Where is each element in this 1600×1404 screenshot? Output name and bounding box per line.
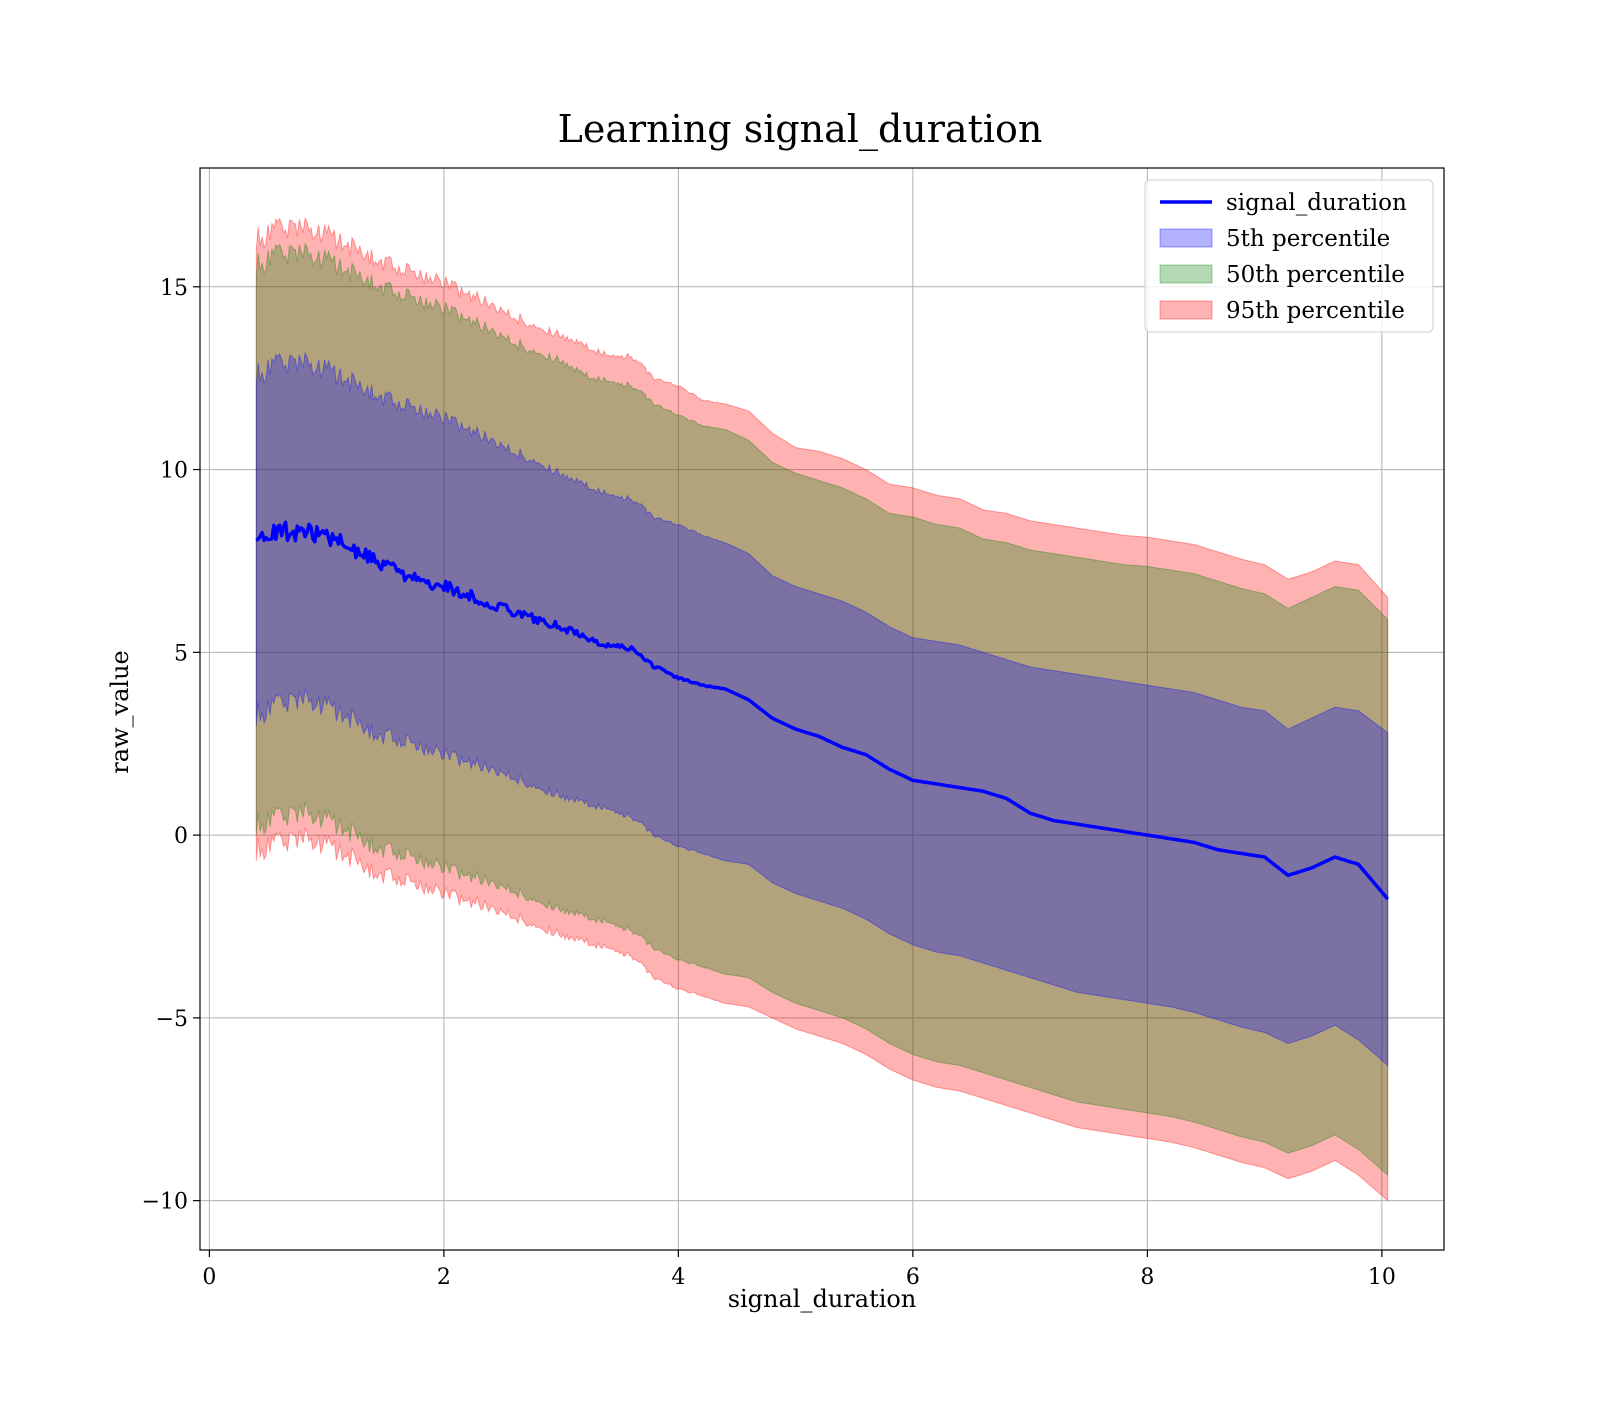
grid-layer [200, 168, 1444, 1250]
y-tick-label-1: −5 [156, 1007, 188, 1032]
band-50th-percentile [255, 242, 1389, 1177]
legend: signal_duration 5th percentile 50th percen… [1144, 179, 1434, 333]
legend-items: signal_duration 5th percentile 50th percen… [1159, 190, 1407, 324]
x-axis-label: signal_duration [728, 1285, 917, 1313]
x-tick-label-5: 10 [1368, 1265, 1396, 1290]
band-layer [255, 216, 1389, 1202]
chart-title: Learning signal_duration [558, 107, 1043, 152]
y-tick-label-0: −10 [142, 1190, 188, 1215]
legend-swatch-95th-percentile [1159, 300, 1213, 320]
y-axis-ticks: −10 −5 0 5 10 15 [142, 276, 200, 1215]
x-tick-label-2: 4 [671, 1265, 685, 1290]
series-line-signal-duration [255, 520, 1390, 901]
x-axis-ticks: 0 2 4 6 8 10 [202, 1250, 1396, 1290]
legend-label-signal_duration: signal_duration [1226, 190, 1407, 216]
y-axis-label: raw_value [106, 650, 134, 774]
x-tick-label-3: 6 [906, 1265, 920, 1290]
legend-label-50th-percentile: 50th percentile [1226, 262, 1405, 288]
plot-frame [199, 167, 1445, 1251]
y-tick-label-2: 0 [174, 824, 188, 849]
band-5th-percentile [255, 351, 1389, 1067]
line-layer [255, 520, 1390, 901]
legend-swatch-5th-percentile [1159, 228, 1213, 248]
legend-label-5th-percentile: 5th percentile [1226, 226, 1390, 252]
x-tick-label-1: 2 [437, 1265, 451, 1290]
legend-label-95th-percentile: 95th percentile [1226, 298, 1405, 324]
legend-swatch-50th-percentile [1159, 264, 1213, 284]
x-tick-label-0: 0 [202, 1265, 216, 1290]
y-tick-label-5: 15 [160, 276, 188, 301]
x-tick-label-4: 8 [1140, 1265, 1154, 1290]
y-tick-label-3: 5 [174, 641, 188, 666]
legend-frame [1144, 179, 1434, 333]
band-95th-percentile [255, 216, 1389, 1202]
y-tick-label-4: 10 [160, 459, 188, 484]
